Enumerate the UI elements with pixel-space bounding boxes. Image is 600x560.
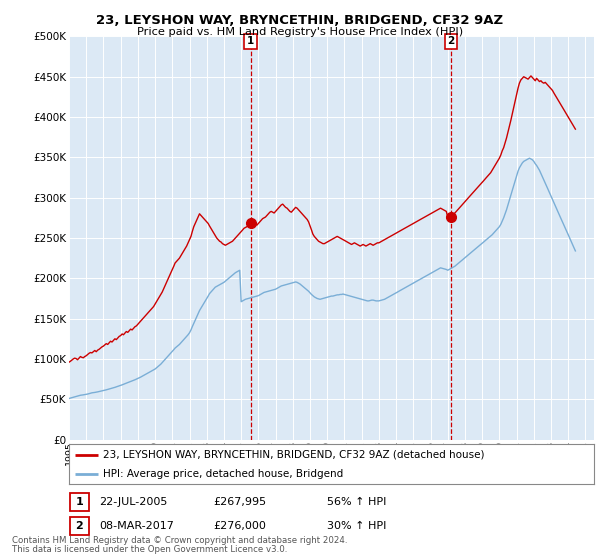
Text: 22-JUL-2005: 22-JUL-2005 — [99, 497, 167, 507]
Text: 1: 1 — [247, 36, 254, 46]
Text: Contains HM Land Registry data © Crown copyright and database right 2024.: Contains HM Land Registry data © Crown c… — [12, 536, 347, 545]
Text: £267,995: £267,995 — [213, 497, 266, 507]
Text: 1: 1 — [76, 497, 83, 507]
Text: 2: 2 — [447, 36, 454, 46]
Text: 23, LEYSHON WAY, BRYNCETHIN, BRIDGEND, CF32 9AZ: 23, LEYSHON WAY, BRYNCETHIN, BRIDGEND, C… — [97, 14, 503, 27]
Text: Price paid vs. HM Land Registry's House Price Index (HPI): Price paid vs. HM Land Registry's House … — [137, 27, 463, 37]
Text: 23, LEYSHON WAY, BRYNCETHIN, BRIDGEND, CF32 9AZ (detached house): 23, LEYSHON WAY, BRYNCETHIN, BRIDGEND, C… — [103, 450, 485, 460]
Text: 2: 2 — [76, 521, 83, 531]
Text: HPI: Average price, detached house, Bridgend: HPI: Average price, detached house, Brid… — [103, 469, 343, 478]
Text: 30% ↑ HPI: 30% ↑ HPI — [327, 521, 386, 531]
Text: 08-MAR-2017: 08-MAR-2017 — [99, 521, 174, 531]
Text: £276,000: £276,000 — [213, 521, 266, 531]
Text: 56% ↑ HPI: 56% ↑ HPI — [327, 497, 386, 507]
Text: This data is licensed under the Open Government Licence v3.0.: This data is licensed under the Open Gov… — [12, 545, 287, 554]
